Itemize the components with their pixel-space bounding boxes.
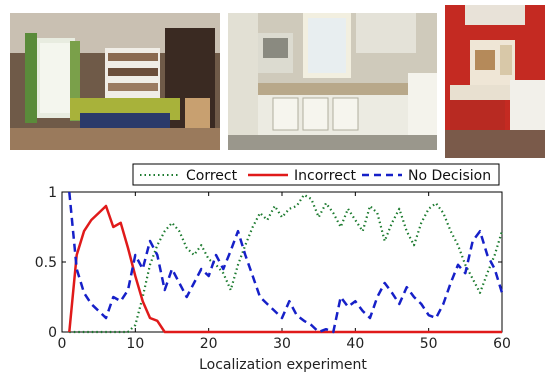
- x-tick-label: 0: [58, 336, 67, 352]
- legend: Correct Incorrect No Decision: [132, 163, 500, 186]
- x-tick-label: 30: [273, 336, 291, 352]
- x-tick-label: 50: [420, 336, 438, 352]
- series-line-incorrect: [68, 204, 502, 334]
- legend-label-incorrect: Incorrect: [294, 168, 357, 184]
- plot-area: 0 10 20 30 40 50 60 0 0.5 1: [35, 185, 511, 352]
- x-tick-label: 10: [126, 336, 144, 352]
- y-tick-label: 1: [48, 185, 57, 201]
- x-tick-label: 20: [200, 336, 218, 352]
- living-room-photo: [10, 13, 220, 150]
- bathroom-photo: [445, 5, 545, 158]
- localization-chart: Correct Incorrect No Decision 0 10 20 30 40 5…: [35, 163, 511, 373]
- legend-label-correct: Correct: [186, 168, 238, 184]
- y-tick-label: 0: [48, 325, 57, 341]
- series-line-correct: [69, 193, 504, 334]
- x-axis-label: Localization experiment: [199, 357, 367, 373]
- x-tick-label: 40: [346, 336, 364, 352]
- y-tick-label: 0.5: [35, 255, 57, 271]
- x-tick-label: 60: [493, 336, 511, 352]
- axes-frame: [61, 191, 503, 333]
- legend-box: [132, 163, 500, 186]
- kitchen-photo: [228, 13, 437, 150]
- legend-label-no-decision: No Decision: [408, 168, 491, 184]
- series-line-no-decision: [68, 191, 504, 334]
